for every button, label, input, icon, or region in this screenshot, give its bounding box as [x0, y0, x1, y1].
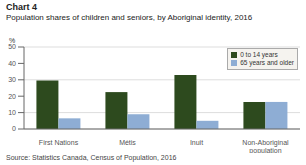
svg-text:20: 20 — [8, 93, 16, 100]
svg-text:First Nations: First Nations — [39, 139, 79, 146]
html-text:Source: Statistics Canada, Cen: Source: Statistics Canada, Census of Pop… — [6, 154, 177, 161]
svg-text:%: % — [9, 37, 15, 44]
svg-text:40: 40 — [8, 60, 16, 67]
html-text:0 to 14 years: 0 to 14 years — [240, 51, 278, 58]
svg-text:0: 0 — [12, 125, 16, 132]
html-text:Chart 4: Chart 4 — [6, 2, 37, 12]
svg-text:10: 10 — [8, 109, 16, 116]
html-text:65 years and older: 65 years and older — [240, 59, 294, 66]
svg-text:30: 30 — [8, 76, 16, 83]
svg-text:Inuit: Inuit — [190, 139, 203, 146]
svg-text:Métis: Métis — [119, 139, 136, 146]
html-text:Population shares of children: Population shares of children and senior… — [6, 13, 253, 22]
svg-text:50: 50 — [8, 43, 16, 50]
svg-text:Non-Aboriginalpopulation: Non-Aboriginalpopulation — [242, 139, 289, 153]
